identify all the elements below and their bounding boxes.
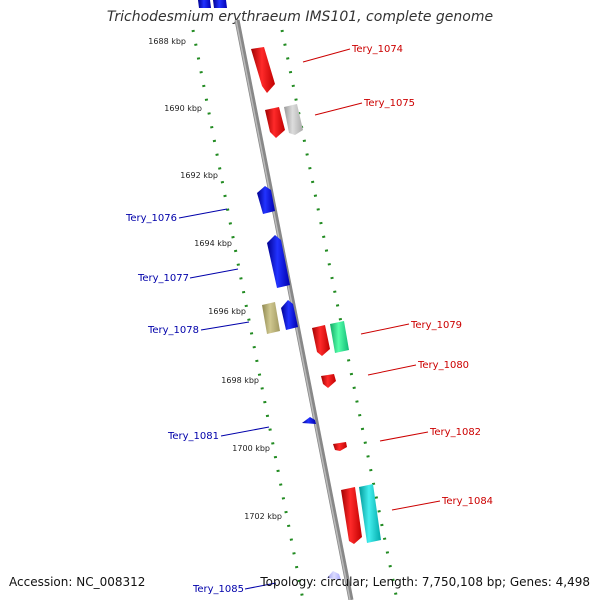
label-tery-1078: Tery_1078 xyxy=(147,325,199,336)
leader-tery-1082 xyxy=(379,431,429,442)
gene-tery-1075 xyxy=(265,107,285,138)
gene-tery-1074 xyxy=(251,47,275,93)
gene-tery-1085 xyxy=(327,571,341,580)
leader-tery-1074 xyxy=(302,48,351,63)
tick-1694: 1694 kbp xyxy=(194,239,232,248)
accession-text: Accession: NC_008312 xyxy=(9,575,146,589)
gene-tery-1078 xyxy=(281,300,298,330)
label-tery-1077: Tery_1077 xyxy=(137,273,189,284)
gene-tery-1084-cyan xyxy=(359,484,381,543)
gene-partial-reverse-a xyxy=(198,0,211,8)
leader-tery-1084 xyxy=(391,500,441,511)
leader-tery-1085 xyxy=(244,582,277,590)
leader-tery-1076 xyxy=(178,208,228,219)
tick-1698: 1698 kbp xyxy=(221,376,259,385)
gene-tery-1075-grey xyxy=(284,104,303,135)
leader-tery-1075 xyxy=(314,102,363,116)
leader-tery-1081 xyxy=(220,426,270,437)
tick-1692: 1692 kbp xyxy=(180,171,218,180)
label-tery-1074: Tery_1074 xyxy=(351,44,403,55)
leader-tery-1078 xyxy=(200,321,250,331)
gene-tery-1076 xyxy=(257,186,275,214)
label-tery-1076: Tery_1076 xyxy=(125,213,177,224)
gene-tery-1082 xyxy=(333,442,347,451)
gene-tery-1084 xyxy=(341,487,362,544)
label-tery-1081: Tery_1081 xyxy=(167,431,219,442)
tick-1696: 1696 kbp xyxy=(208,307,246,316)
gene-tery-1080 xyxy=(321,374,336,388)
label-tery-1080: Tery_1080 xyxy=(417,360,469,371)
tick-1688: 1688 kbp xyxy=(148,37,186,46)
leader-tery-1077 xyxy=(189,268,239,279)
gene-tery-1079-green xyxy=(330,321,349,353)
gene-tery-1078-olive xyxy=(262,302,280,334)
gene-tery-1079 xyxy=(312,325,330,356)
leader-tery-1079 xyxy=(360,323,410,335)
label-tery-1079: Tery_1079 xyxy=(410,320,462,331)
gene-partial-reverse-b xyxy=(213,0,227,8)
label-tery-1085: Tery_1085 xyxy=(192,584,244,595)
tick-1700: 1700 kbp xyxy=(232,444,270,453)
label-tery-1075: Tery_1075 xyxy=(363,98,415,109)
label-tery-1082: Tery_1082 xyxy=(429,427,481,438)
genome-stats-text: Topology: circular; Length: 7,750,108 bp… xyxy=(260,575,590,589)
tick-1690: 1690 kbp xyxy=(164,104,202,113)
leader-tery-1080 xyxy=(367,364,417,376)
map-title: Trichodesmium erythraeum IMS101, complet… xyxy=(106,9,494,25)
label-tery-1084: Tery_1084 xyxy=(441,496,493,507)
gene-tery-1077 xyxy=(267,235,290,288)
tick-1702: 1702 kbp xyxy=(244,512,282,521)
gene-tery-1081 xyxy=(302,417,316,424)
